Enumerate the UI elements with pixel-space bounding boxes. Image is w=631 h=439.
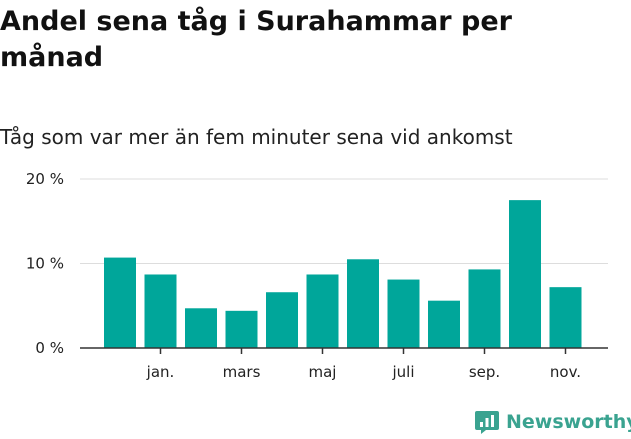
bar [306,274,339,348]
newsworthy-chart-icon [475,411,499,434]
x-tick-label: nov. [550,363,581,381]
newsworthy-logo-text: Newsworthy [506,411,631,433]
bar [104,257,136,348]
bar [468,269,501,348]
y-tick-label: 20 % [26,170,64,188]
chart-title: Andel sena tåg i Surahammar per månad [0,6,512,73]
y-tick-label: 0 % [35,339,64,357]
x-tick-label: maj [309,363,337,381]
bar [387,279,420,348]
bar [225,310,258,348]
newsworthy-logo: Newsworthy [474,407,631,437]
chart-subtitle: Tåg som var mer än fem minuter sena vid … [0,125,513,149]
y-tick-label: 10 % [26,255,64,273]
x-tick-label: mars [223,363,261,381]
bar [266,292,298,348]
bar-chart: 0 % 10 % 20 % jan. mars maj juli sep. nov. [26,170,608,381]
x-tick-label: juli [391,363,414,381]
x-tick-label: jan. [146,363,175,381]
bar [509,200,541,348]
bar [428,300,460,348]
bar [144,274,177,348]
bar [549,287,582,348]
bar [185,308,217,348]
x-tick-label: sep. [469,363,500,381]
bar [347,259,379,348]
